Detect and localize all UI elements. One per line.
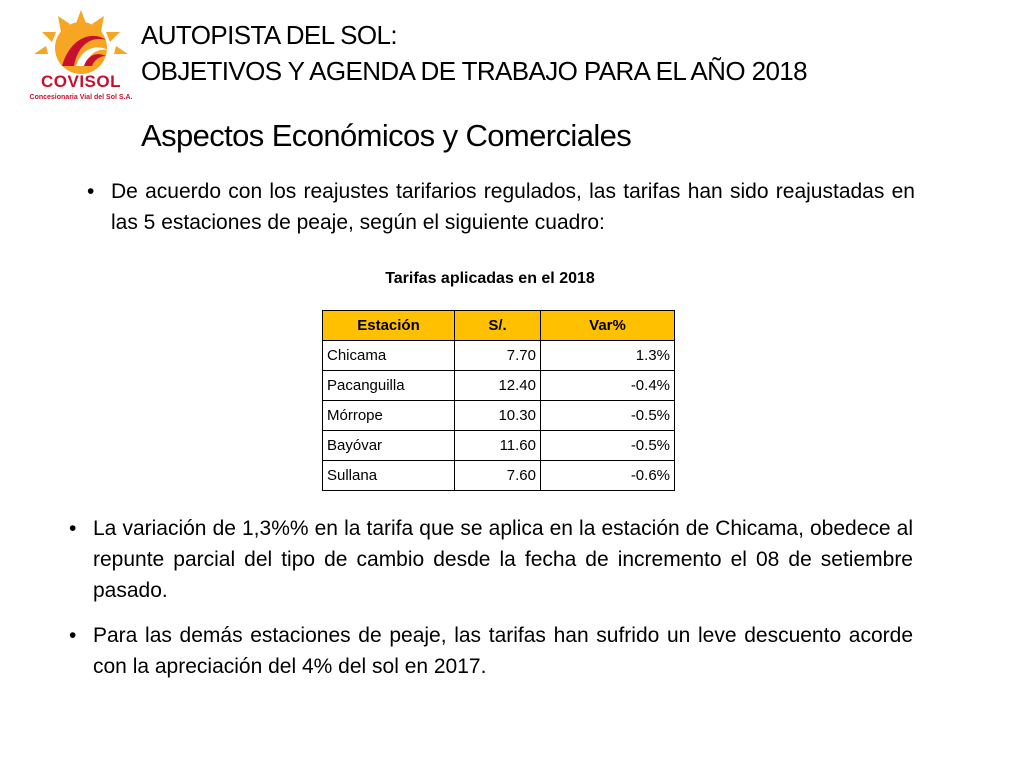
station-cell: Bayóvar bbox=[322, 430, 455, 461]
station-cell: Chicama bbox=[322, 340, 455, 371]
station-cell: Mórrope bbox=[322, 400, 455, 431]
column-header-soles: S/. bbox=[454, 310, 541, 341]
bullet-paragraph-3: • Para las demás estaciones de peaje, la… bbox=[69, 620, 913, 682]
table-row: Mórrope 10.30 -0.5% bbox=[322, 400, 675, 431]
covisol-logo: COVISOL Concesionaria Vial del Sol S.A. bbox=[22, 8, 140, 112]
column-header-var: Var% bbox=[540, 310, 675, 341]
bullet-dot-icon: • bbox=[87, 180, 95, 203]
price-cell: 7.70 bbox=[454, 340, 541, 371]
table-row: Bayóvar 11.60 -0.5% bbox=[322, 430, 675, 461]
column-header-estacion: Estación bbox=[322, 310, 455, 341]
section-subtitle: Aspectos Económicos y Comerciales bbox=[141, 118, 632, 153]
logo-name: COVISOL bbox=[40, 72, 121, 91]
table-row: Chicama 7.70 1.3% bbox=[322, 340, 675, 371]
title-line-2: OBJETIVOS Y AGENDA DE TRABAJO PARA EL AÑ… bbox=[141, 56, 808, 86]
variation-cell: -0.5% bbox=[540, 400, 675, 431]
price-cell: 10.30 bbox=[454, 400, 541, 431]
price-cell: 12.40 bbox=[454, 370, 541, 401]
bullet-dot-icon: • bbox=[69, 517, 77, 540]
bullet-dot-icon: • bbox=[69, 624, 77, 647]
logo-subtitle: Concesionaria Vial del Sol S.A. bbox=[29, 94, 133, 101]
tarifas-table: Estación S/. Var% Chicama 7.70 1.3% Paca… bbox=[322, 310, 675, 491]
bullet-text: Para las demás estaciones de peaje, las … bbox=[93, 624, 913, 678]
table-row: Pacanguilla 12.40 -0.4% bbox=[322, 370, 675, 401]
station-cell: Pacanguilla bbox=[322, 370, 455, 401]
price-cell: 7.60 bbox=[454, 460, 541, 491]
table-row: Sullana 7.60 -0.6% bbox=[322, 460, 675, 491]
bullet-text: De acuerdo con los reajustes tarifarios … bbox=[111, 180, 915, 234]
table-caption: Tarifas aplicadas en el 2018 bbox=[385, 270, 595, 287]
station-cell: Sullana bbox=[322, 460, 455, 491]
bullet-paragraph-1: • De acuerdo con los reajustes tarifario… bbox=[87, 176, 915, 238]
table-header-row: Estación S/. Var% bbox=[322, 310, 675, 341]
bullet-text: La variación de 1,3%% en la tarifa que s… bbox=[93, 517, 913, 602]
variation-cell: -0.4% bbox=[540, 370, 675, 401]
price-cell: 11.60 bbox=[454, 430, 541, 461]
sun-icon bbox=[34, 10, 128, 74]
title-line-1: AUTOPISTA DEL SOL: bbox=[141, 20, 398, 50]
variation-cell: -0.5% bbox=[540, 430, 675, 461]
variation-cell: -0.6% bbox=[540, 460, 675, 491]
variation-cell: 1.3% bbox=[540, 340, 675, 371]
bullet-paragraph-2: • La variación de 1,3%% en la tarifa que… bbox=[69, 513, 913, 606]
